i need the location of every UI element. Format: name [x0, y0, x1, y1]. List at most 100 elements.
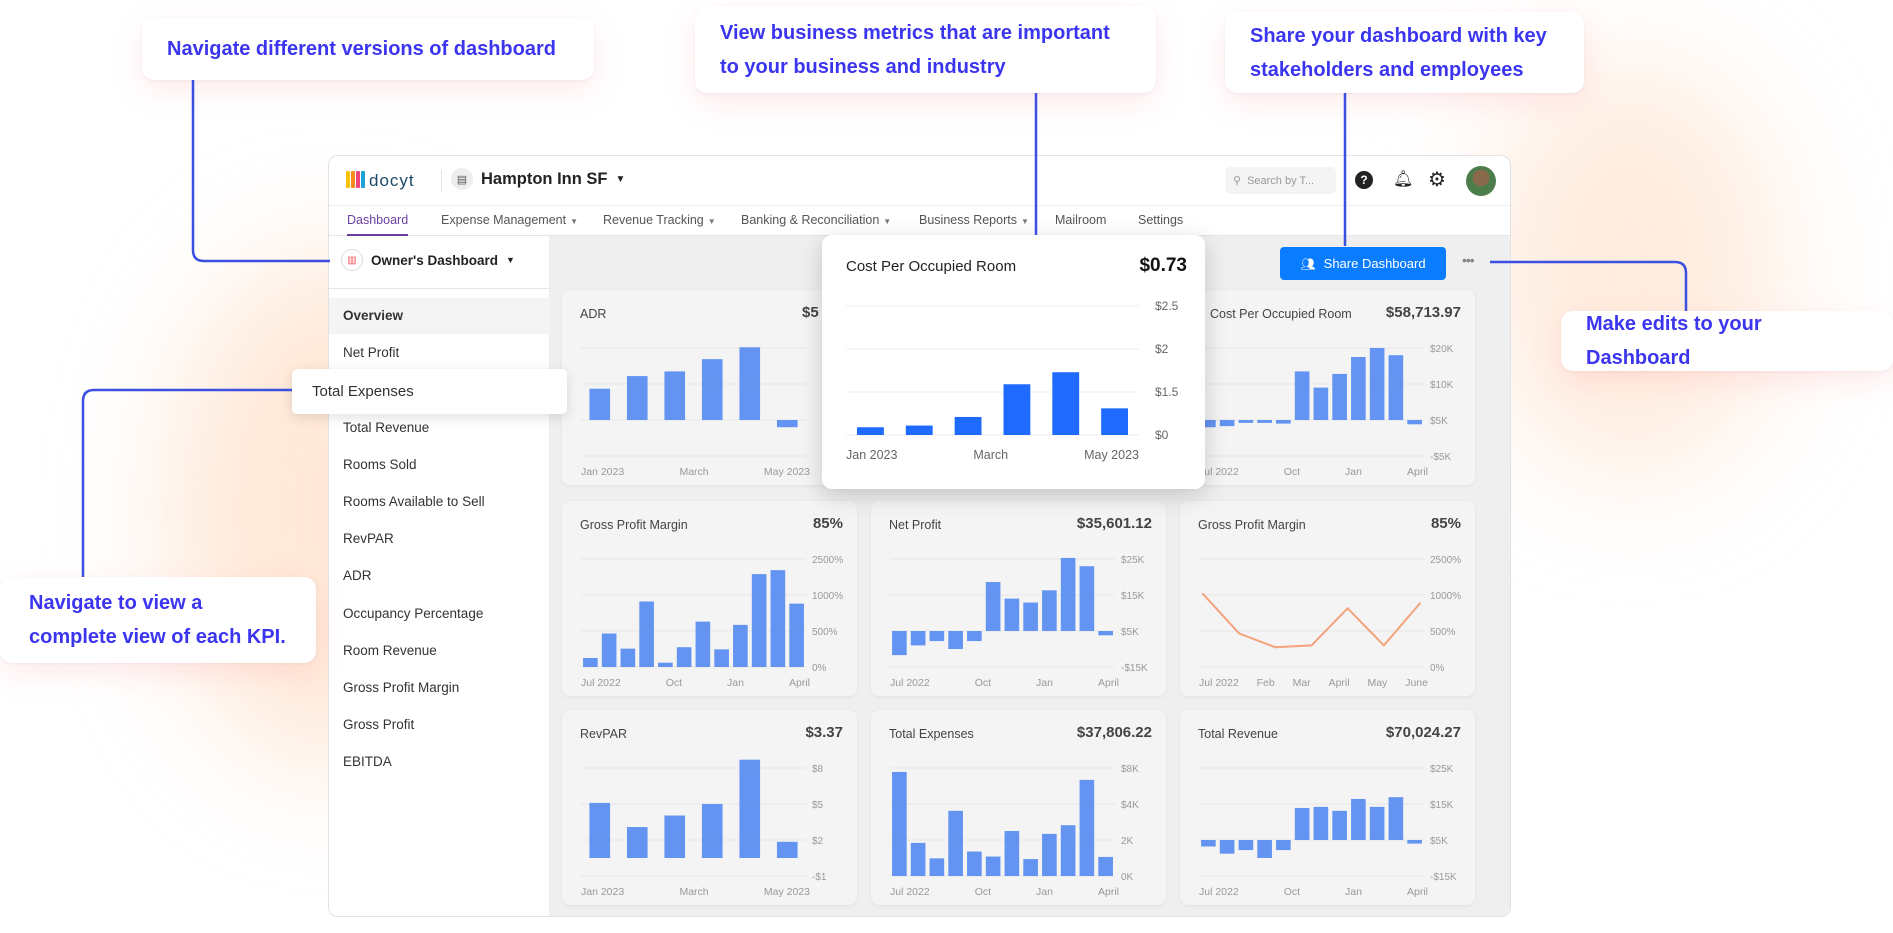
app-header: docyt ▤ Hampton Inn SF ▼ ⚲ Search by T..…: [329, 156, 1510, 206]
x-tick-label: Jan 2023: [581, 466, 625, 478]
kpi-card-cpor[interactable]: Cost Per Occupied Room $58,713.97 $20K $10K…: [1180, 290, 1475, 485]
y-tick-label: -$15K: [1121, 663, 1148, 674]
bar: [626, 376, 648, 420]
annotation-metrics: View business metrics that are important…: [695, 6, 1156, 93]
sidebar-item-gross-profit[interactable]: Gross Profit: [343, 717, 415, 733]
bar: [1042, 833, 1057, 876]
card-title: RevPAR: [580, 727, 628, 741]
sidebar-item-total-revenue[interactable]: Total Revenue: [343, 419, 430, 435]
x-axis-labels: Jul 2022 Oct Jan April: [581, 677, 810, 689]
bar: [1042, 590, 1057, 631]
bar: [658, 662, 673, 667]
sidebar-item-ebitda[interactable]: EBITDA: [343, 754, 392, 770]
series-line: [1202, 593, 1421, 649]
kpi-card-tr[interactable]: Total Revenue $70,024.27 $25K $15K $5K -$15K J…: [1180, 710, 1475, 905]
x-tick-label: April: [788, 677, 810, 689]
annotation-edits: Make edits to your Dashboard: [1561, 311, 1893, 371]
bar: [1407, 420, 1422, 425]
x-tick-label: June: [1405, 677, 1428, 689]
y-tick-label: $0: [1155, 428, 1169, 442]
annotation-versions: Navigate different versions of dashboard: [142, 18, 594, 80]
sidebar-item-room-revenue[interactable]: Room Revenue: [343, 642, 437, 658]
sidebar-item-rooms-available-to-sell[interactable]: Rooms Available to Sell: [343, 494, 485, 509]
y-tick-label: 500%: [1430, 627, 1456, 638]
nav-dashboard[interactable]: Dashboard: [347, 213, 409, 236]
bar: [1219, 420, 1235, 427]
search-placeholder: Search by T...: [1247, 174, 1315, 187]
kpi-card-gpml[interactable]: Gross Profit Margin 85% 2500% 1000% 500% 0% Ju…: [1180, 501, 1475, 696]
kpi-card-np[interactable]: Net Profit $35,601.12 $25K $15K $5K -$15K Jul …: [871, 501, 1166, 696]
nav-banking[interactable]: Banking & Reconciliation ▼: [741, 213, 892, 227]
sidebar-item-occupancy-percentage[interactable]: Occupancy Percentage: [343, 605, 484, 621]
card-value: 85%: [1430, 515, 1461, 532]
bar: [1294, 807, 1310, 840]
line-point: [1202, 592, 1204, 595]
bar: [1023, 859, 1038, 876]
bar: [739, 759, 761, 858]
nav-expense-management[interactable]: Expense Management ▼: [441, 213, 579, 227]
bar: [664, 371, 686, 420]
bar: [910, 631, 926, 646]
sidebar-item-gross-profit-margin[interactable]: Gross Profit Margin: [343, 680, 460, 695]
more-options-icon[interactable]: •••: [1462, 252, 1475, 268]
sidebar-item-net-profit[interactable]: Net Profit: [343, 345, 400, 361]
user-avatar[interactable]: [1466, 166, 1496, 196]
x-tick-label: Oct: [974, 677, 992, 689]
help-icon[interactable]: ?: [1355, 171, 1373, 189]
business-selector[interactable]: ▤ Hampton Inn SF ▼: [451, 168, 625, 190]
bar: [714, 649, 729, 667]
y-tick-label: -$1: [812, 872, 827, 883]
search-input[interactable]: ⚲ Search by T...: [1225, 167, 1336, 194]
bar: [733, 624, 748, 667]
line-point: [1346, 607, 1349, 610]
y-tick-label: 0K: [1121, 872, 1134, 883]
chart: 2500% 1000% 500% 0%: [1199, 555, 1461, 674]
bar: [905, 425, 933, 435]
bar: [856, 427, 884, 435]
chart: 2500% 1000% 500% 0%: [581, 555, 843, 674]
sidebar-item-overview[interactable]: Overview: [329, 298, 550, 334]
x-axis-labels: Jan 2023 March May 2023: [581, 466, 810, 478]
sidebar-item-revpar[interactable]: RevPAR: [343, 531, 394, 547]
docyt-logo[interactable]: docyt: [346, 171, 415, 189]
sidebar-item-rooms-sold[interactable]: Rooms Sold: [343, 456, 417, 472]
nav-settings[interactable]: Settings: [1138, 213, 1184, 227]
popup-card-popup[interactable]: Cost Per Occupied Room $0.73 $2.5 $2 $1.5 $0 J…: [822, 235, 1205, 489]
dashboard-selector-label: Owner's Dashboard: [371, 252, 498, 268]
card-value: $35,601.12: [1076, 515, 1152, 532]
users-icon: 👥︎: [1300, 256, 1316, 271]
card-value: $5: [802, 304, 819, 321]
x-tick-label: Jul 2022: [581, 677, 621, 689]
hovered-sidebar-item[interactable]: Total Expenses: [292, 369, 567, 414]
line-point: [1310, 644, 1313, 647]
bar: [701, 804, 723, 858]
kpi-card-te[interactable]: Total Expenses $37,806.22 $8K $4K 2K 0K Jul 20…: [871, 710, 1166, 905]
y-tick-label: 2K: [1121, 836, 1134, 847]
chart: $8K $4K 2K 0K: [890, 764, 1139, 883]
bar: [1219, 840, 1235, 854]
nav-business-reports[interactable]: Business Reports ▼: [919, 213, 1029, 227]
bar: [626, 827, 648, 858]
y-tick-label: $2: [1155, 342, 1169, 356]
nav-revenue-tracking[interactable]: Revenue Tracking ▼: [603, 213, 716, 227]
logo-bar: [351, 171, 355, 188]
bar: [1351, 357, 1366, 420]
caret-icon: ▼: [707, 217, 716, 226]
y-tick-label: $8: [812, 764, 824, 775]
dashboard-selector[interactable]: ▥ Owner's Dashboard ▼: [341, 248, 515, 272]
y-tick-label: $5: [812, 800, 824, 811]
bell-icon[interactable]: 🔔︎: [1393, 171, 1414, 188]
gear-icon[interactable]: ⚙: [1428, 169, 1446, 191]
kpi-card-revpar[interactable]: RevPAR $3.37 $8 $5 $2 -$1 Jan 2023 March May 202…: [562, 710, 857, 905]
kpi-card-adr[interactable]: ADR $5 Jan 2023 March May 2023: [562, 290, 857, 485]
x-tick-label: Jul 2022: [890, 677, 930, 689]
kpi-card-gpm[interactable]: Gross Profit Margin 85% 2500% 1000% 500% 0% Ju…: [562, 501, 857, 696]
y-tick-label: $4K: [1121, 800, 1139, 811]
sidebar-item-adr[interactable]: ADR: [343, 568, 372, 584]
share-dashboard-button[interactable]: 👥︎ Share Dashboard: [1280, 247, 1446, 280]
nav-mailroom[interactable]: Mailroom: [1055, 213, 1107, 227]
x-axis-labels: Jul 2022 Oct Jan April: [1199, 886, 1428, 898]
business-name: Hampton Inn SF: [481, 169, 608, 188]
bar: [1332, 373, 1347, 420]
y-tick-label: 2500%: [1430, 555, 1461, 566]
